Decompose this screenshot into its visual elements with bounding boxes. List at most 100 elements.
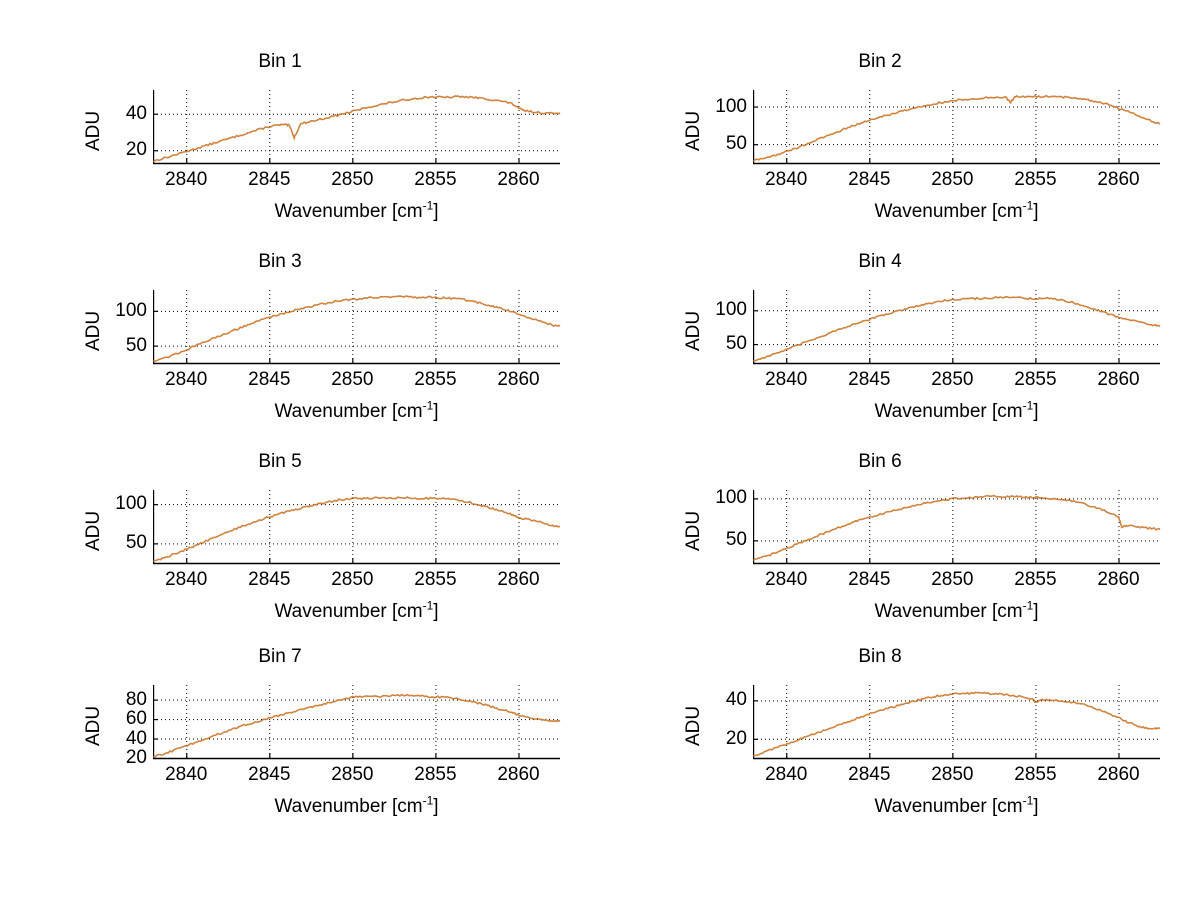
- spectrum-line-underlay: [153, 496, 561, 563]
- x-axis-label-text: Wavenumber [cm: [874, 601, 1023, 622]
- x-axis-label-bracket: ]: [433, 401, 439, 422]
- x-axis-label-bracket: ]: [433, 201, 439, 222]
- x-tick-label: 2855: [1014, 764, 1057, 785]
- plot-panel: Bin 4 ADU 2840 2845 2850 2855 2860 50 100 Wavenum…: [600, 250, 1200, 450]
- x-tick-label: 2860: [497, 169, 540, 190]
- x-axis-label-exponent: -1: [422, 793, 434, 808]
- y-tick-label: 50: [125, 532, 147, 554]
- x-tick-label: 2840: [765, 169, 808, 190]
- x-axis-label: Wavenumber [cm-1]: [753, 795, 1160, 818]
- y-tick-label: 20: [125, 747, 147, 768]
- spectrum-line: [153, 295, 561, 362]
- spectrum-line-underlay: [153, 295, 561, 363]
- x-tick-label: 2845: [248, 764, 291, 785]
- x-tick-label: 2860: [1097, 169, 1140, 190]
- y-tick-label: 50: [725, 529, 747, 551]
- plot-panel: Bin 1 ADU 2840 2845 2850 2855 2860 20 40 Wavenumb…: [0, 50, 600, 250]
- x-tick-label: 2855: [414, 764, 457, 785]
- x-axis-label: Wavenumber [cm-1]: [153, 198, 560, 223]
- y-tick-label: 20: [725, 727, 747, 749]
- y-tick-label: 100: [715, 299, 747, 321]
- y-tick-label: 20: [125, 139, 147, 161]
- plot-box: [753, 290, 1162, 365]
- x-tick-label: 2845: [848, 369, 891, 390]
- plot-box: [153, 90, 562, 165]
- y-tick-label: 100: [715, 487, 747, 509]
- x-tick-label: 2855: [1014, 169, 1057, 190]
- x-tick-label: 2845: [248, 369, 291, 390]
- x-tick-label: 2860: [497, 369, 540, 390]
- spectrum-line-underlay: [753, 494, 1161, 562]
- x-tick-label: 2850: [331, 764, 374, 785]
- x-axis-label-bracket: ]: [1033, 796, 1039, 817]
- plot-panel: Bin 5 ADU 2840 2845 2850 2855 2860 50 100 Wavenum…: [0, 450, 600, 650]
- x-tick-label: 2845: [848, 169, 891, 190]
- x-tick-label: 2845: [248, 569, 291, 590]
- plot-box: [153, 290, 562, 365]
- panel-title: Bin 5: [258, 451, 302, 472]
- x-axis-label-text: Wavenumber [cm: [274, 401, 423, 422]
- x-tick-label: 2850: [331, 169, 374, 190]
- x-tick-label: 2840: [165, 369, 208, 390]
- spectrum-line: [153, 95, 561, 163]
- x-tick-label: 2845: [848, 569, 891, 590]
- plot-area: [153, 290, 561, 365]
- spectrum-line: [753, 95, 1161, 162]
- x-tick-label: 2855: [414, 369, 457, 390]
- x-axis-label-text: Wavenumber [cm: [274, 796, 423, 817]
- x-tick-label: 2855: [414, 569, 457, 590]
- x-tick-label: 2850: [931, 369, 974, 390]
- x-tick-label: 2850: [331, 569, 374, 590]
- x-tick-label: 2850: [931, 569, 974, 590]
- y-tick-label: 60: [125, 708, 147, 730]
- plot-box: [753, 490, 1162, 565]
- y-axis-label: ADU: [83, 510, 104, 551]
- plot-box: [753, 685, 1162, 760]
- x-axis-label-exponent: -1: [1022, 598, 1034, 613]
- spectrum-line-underlay: [753, 94, 1161, 162]
- x-tick-label: 2845: [248, 169, 291, 190]
- plot-area: [153, 90, 561, 165]
- spectrum-line-underlay: [153, 95, 561, 163]
- spectrum-line-underlay: [153, 693, 561, 758]
- panel-title: Bin 7: [258, 646, 302, 667]
- panel-title: Bin 6: [858, 451, 902, 472]
- x-axis-label-exponent: -1: [422, 598, 434, 613]
- y-axis-label: ADU: [683, 510, 704, 551]
- x-tick-label: 2840: [165, 569, 208, 590]
- y-axis-label: ADU: [683, 310, 704, 351]
- plot-area: [753, 290, 1161, 365]
- x-axis-label-text: Wavenumber [cm: [874, 796, 1023, 817]
- y-tick-label: 100: [115, 493, 147, 515]
- x-tick-label: 2860: [1097, 764, 1140, 785]
- x-axis-label-exponent: -1: [422, 198, 434, 213]
- x-axis-label-exponent: -1: [1022, 198, 1034, 213]
- x-tick-label: 2855: [414, 169, 457, 190]
- y-tick-label: 100: [115, 299, 147, 321]
- x-axis-label: Wavenumber [cm-1]: [753, 598, 1160, 623]
- plot-panel: Bin 8 ADU 2840 2845 2850 2855 2860 20 40 Wavenumb…: [600, 645, 1200, 845]
- plot-panel: Bin 6 ADU 2840 2845 2850 2855 2860 50 100 Wavenum…: [600, 450, 1200, 650]
- y-axis-label: ADU: [683, 110, 704, 151]
- x-axis-label-bracket: ]: [433, 796, 439, 817]
- panel-title: Bin 8: [858, 646, 902, 667]
- x-axis-label-bracket: ]: [1033, 201, 1039, 222]
- x-tick-label: 2850: [331, 369, 374, 390]
- x-axis-label-text: Wavenumber [cm: [274, 201, 423, 222]
- y-tick-label: 40: [125, 102, 147, 124]
- x-tick-label: 2860: [1097, 369, 1140, 390]
- x-tick-label: 2840: [765, 369, 808, 390]
- x-axis-label: Wavenumber [cm-1]: [153, 598, 560, 623]
- spectrum-line: [753, 691, 1161, 757]
- y-axis-label: ADU: [83, 110, 104, 151]
- panel-title: Bin 2: [858, 51, 902, 72]
- x-tick-label: 2855: [1014, 569, 1057, 590]
- x-tick-label: 2860: [497, 764, 540, 785]
- x-axis-label-text: Wavenumber [cm: [874, 201, 1023, 222]
- plot-panel: Bin 3 ADU 2840 2845 2850 2855 2860 50 100 Wavenum…: [0, 250, 600, 450]
- panel-title: Bin 3: [258, 251, 302, 272]
- x-tick-label: 2840: [765, 569, 808, 590]
- spectrum-line: [153, 693, 561, 758]
- x-axis-label-bracket: ]: [433, 601, 439, 622]
